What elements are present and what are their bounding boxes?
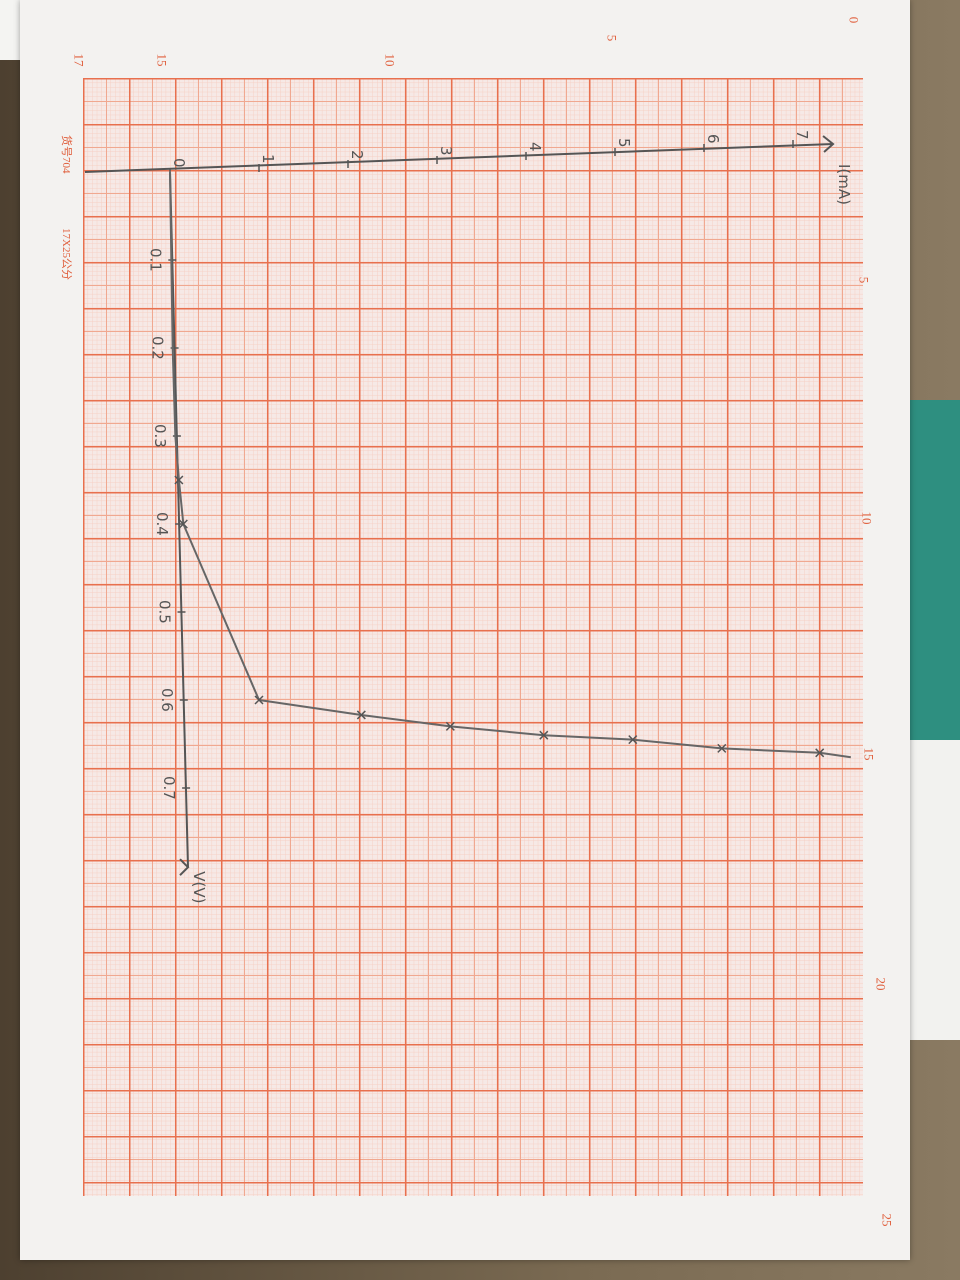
y-axis-voltage	[169, 171, 189, 868]
data-point-marker	[445, 721, 455, 731]
x-tick-label: 2	[348, 150, 366, 160]
x-tick-label: 7	[793, 130, 811, 140]
data-point-marker	[717, 743, 727, 753]
x-tick-label: 0	[170, 158, 188, 168]
y-tick-label: 0.1	[146, 248, 164, 272]
y-tick-label: 0.6	[158, 688, 176, 712]
y-axis-label: V(V)	[190, 871, 208, 903]
data-point-marker	[628, 735, 638, 745]
y-tick-label: 0.3	[151, 424, 169, 448]
x-axis-current	[84, 143, 834, 173]
y-axis-arrow	[179, 858, 190, 876]
x-tick-label: 4	[526, 142, 544, 152]
book-pages	[905, 740, 960, 1040]
data-point-marker	[174, 475, 184, 485]
data-point-marker	[254, 695, 264, 705]
x-axis-label: I(mA)	[835, 164, 853, 205]
y-tick-label: 0.5	[156, 600, 174, 624]
data-point-marker	[356, 710, 366, 720]
y-tick-label: 0.7	[160, 776, 178, 800]
data-point-marker	[815, 748, 825, 758]
x-tick-label: 1	[259, 154, 277, 164]
x-axis-arrow	[822, 135, 835, 153]
data-point-marker	[539, 730, 549, 740]
x-tick-label: 5	[615, 138, 633, 148]
book-cover	[905, 400, 960, 750]
x-tick-label: 3	[437, 146, 455, 156]
y-tick-label: 0.2	[149, 336, 167, 360]
iv-curve-line	[169, 171, 851, 759]
x-tick-label: 6	[704, 134, 722, 144]
graph-grid	[83, 78, 863, 1196]
y-tick-label: 0.4	[153, 512, 171, 536]
data-point-marker	[178, 519, 188, 529]
